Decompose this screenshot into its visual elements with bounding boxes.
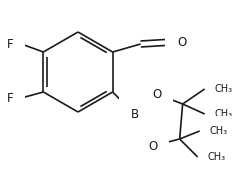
Text: O: O <box>177 35 186 48</box>
Text: O: O <box>148 140 157 152</box>
Text: CH₃: CH₃ <box>215 109 233 119</box>
Text: CH₃: CH₃ <box>210 126 228 136</box>
Text: B: B <box>130 107 139 120</box>
Text: CH₃: CH₃ <box>215 84 233 94</box>
Text: O: O <box>152 87 161 100</box>
Text: F: F <box>7 91 13 105</box>
Text: F: F <box>7 37 13 51</box>
Text: CH₃: CH₃ <box>208 152 226 162</box>
